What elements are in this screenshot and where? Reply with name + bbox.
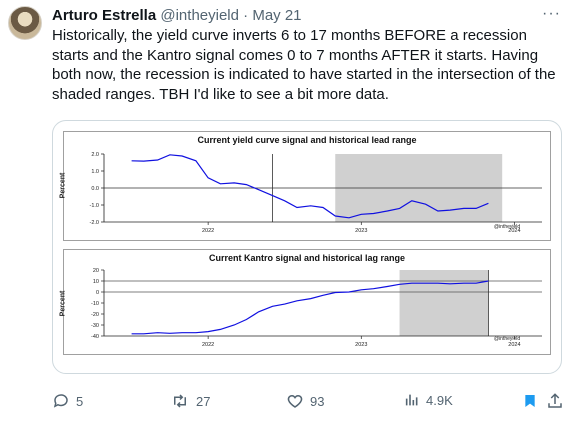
like-count: 93 xyxy=(310,393,325,409)
y-tick-label: -30 xyxy=(91,323,99,329)
x-tick-label: 2022 xyxy=(202,228,214,234)
chart-yield-curve-svg: 2.0 1.0 0.0 -1.0 -2.0 2022 2023 2024 xyxy=(90,152,542,234)
share-icon xyxy=(548,393,562,408)
x-tick-label: 2023 xyxy=(355,342,367,348)
x-tick-label: 2023 xyxy=(355,228,367,234)
tweet-date[interactable]: May 21 xyxy=(252,7,302,24)
y-tick-label: 0.0 xyxy=(91,186,99,192)
retweet-button[interactable]: 27 xyxy=(170,392,210,410)
author-name[interactable]: Arturo Estrella xyxy=(52,7,157,24)
retweet-count: 27 xyxy=(196,393,211,409)
y-tick-label: -10 xyxy=(91,301,99,307)
action-bar: 5 27 93 4.9K xyxy=(52,392,567,416)
y-tick-label: -2.0 xyxy=(90,220,99,226)
avatar[interactable] xyxy=(8,6,42,40)
series-line xyxy=(131,280,489,335)
tweet-media[interactable]: Current yield curve signal and historica… xyxy=(52,120,562,374)
reply-count: 5 xyxy=(76,393,84,409)
shaded-range xyxy=(399,270,489,336)
x-tick-label: 2024 xyxy=(508,228,520,234)
y-tick-label: -20 xyxy=(91,312,99,318)
like-button[interactable]: 93 xyxy=(286,392,324,410)
tweet-header: Arturo Estrella @intheyield · May 21 xyxy=(52,6,563,26)
x-tick-label: 2022 xyxy=(202,342,214,348)
chart-title: Current yield curve signal and historica… xyxy=(197,135,417,145)
views-button[interactable]: 4.9K xyxy=(404,392,453,408)
chart-credit: @intheyield xyxy=(494,224,521,230)
heart-icon xyxy=(287,394,303,408)
y-tick-label: 10 xyxy=(93,279,99,285)
views-chart-icon xyxy=(405,394,418,406)
views-count: 4.9K xyxy=(426,392,453,408)
chart-kantro: Current Kantro signal and historical lag… xyxy=(59,249,551,355)
bookmark-button[interactable] xyxy=(522,392,538,410)
x-tick-label: 2024 xyxy=(508,342,520,348)
series-line xyxy=(131,154,489,219)
y-tick-label: -40 xyxy=(91,334,99,340)
y-tick-label: 20 xyxy=(93,268,99,274)
tweet-text: Historically, the yield curve inverts 6 … xyxy=(52,27,556,103)
author-handle[interactable]: @intheyield xyxy=(160,7,239,24)
more-dots-icon[interactable]: ··· xyxy=(542,5,561,22)
y-tick-label: 2.0 xyxy=(91,152,99,158)
share-button[interactable] xyxy=(546,392,564,410)
y-tick-label: 0 xyxy=(96,290,99,296)
chart-credit: @intheyield xyxy=(494,336,521,342)
retweet-icon xyxy=(174,394,186,408)
chart-kantro-svg: 20 10 0 -10 -20 -30 -40 2022 2023 2024 xyxy=(91,268,542,348)
y-tick-label: -1.0 xyxy=(90,203,99,209)
bookmark-icon xyxy=(525,395,535,407)
header-separator: · xyxy=(243,7,249,24)
reply-icon xyxy=(53,394,68,408)
chart-yield-curve: Current yield curve signal and historica… xyxy=(59,131,551,241)
chart-title: Current Kantro signal and historical lag… xyxy=(208,253,406,263)
reply-button[interactable]: 5 xyxy=(52,392,83,410)
y-tick-label: 1.0 xyxy=(91,169,99,175)
